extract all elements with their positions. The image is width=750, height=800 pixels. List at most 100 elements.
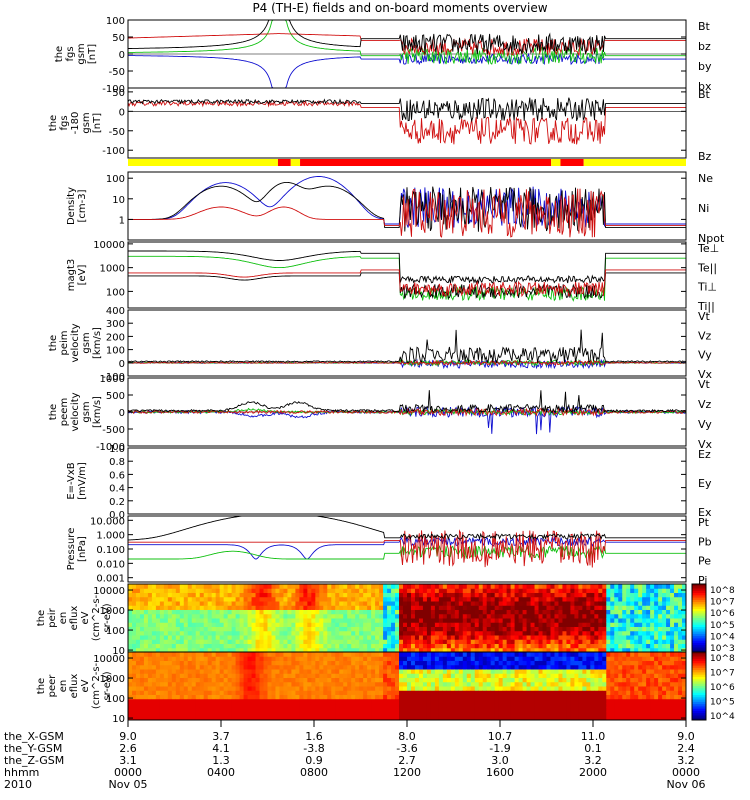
spectrogram-cell bbox=[470, 609, 476, 615]
spectrogram-cell bbox=[434, 711, 440, 717]
spectrogram-cell bbox=[610, 711, 615, 717]
spectrogram-cell bbox=[614, 635, 619, 640]
legend-entry: Bt bbox=[698, 88, 711, 101]
spectrogram-cell bbox=[466, 711, 472, 717]
spectrogram-cell bbox=[430, 605, 436, 610]
spectrogram-cell bbox=[351, 656, 356, 661]
spectrogram-cell bbox=[622, 647, 627, 652]
series-line-by bbox=[128, 20, 686, 66]
spectrogram-cell bbox=[470, 690, 476, 695]
spectrogram-cell bbox=[267, 635, 272, 640]
spectrogram-cell bbox=[558, 626, 563, 632]
spectrogram-cell bbox=[283, 639, 288, 644]
spectrogram-cell bbox=[418, 698, 424, 704]
spectrogram-cell bbox=[151, 656, 157, 661]
spectrogram-cell bbox=[359, 622, 364, 627]
spectrogram-cell bbox=[434, 664, 440, 670]
spectrogram-cell bbox=[203, 681, 209, 687]
spectrogram-cell bbox=[478, 643, 484, 649]
spectrogram-cell bbox=[219, 601, 225, 606]
spectrogram-cell bbox=[658, 596, 663, 602]
spectrogram-cell bbox=[143, 596, 149, 602]
spectrogram-cell bbox=[522, 677, 528, 683]
spectrogram-cell bbox=[518, 609, 524, 615]
spectrogram-cell bbox=[128, 643, 133, 649]
spectrogram-cell bbox=[498, 707, 504, 712]
spectrogram-cell bbox=[327, 694, 332, 700]
colorbar-step bbox=[692, 713, 706, 716]
spectrogram-cell bbox=[255, 592, 261, 598]
spectrogram-cell bbox=[155, 690, 161, 695]
spectrogram-cell bbox=[522, 664, 528, 670]
spectrogram-cell bbox=[586, 592, 591, 598]
spectrogram-cell bbox=[219, 694, 225, 700]
spectrogram-cell bbox=[562, 639, 567, 644]
y-axis-label: magt3 bbox=[66, 259, 77, 292]
spectrogram-cell bbox=[367, 592, 372, 598]
x-axis-value: -1.9 bbox=[489, 742, 510, 755]
spectrogram-cell bbox=[363, 630, 368, 636]
spectrogram-cell bbox=[498, 656, 504, 661]
spectrogram-cell bbox=[387, 635, 392, 640]
spectrogram-cell bbox=[646, 584, 651, 589]
spectrogram-cell bbox=[522, 690, 528, 695]
spectrogram-cell bbox=[211, 588, 217, 593]
spectrogram-cell bbox=[195, 690, 201, 695]
spectrogram-cell bbox=[207, 622, 213, 627]
spectrogram-cell bbox=[323, 605, 328, 610]
spectrogram-cell bbox=[634, 618, 639, 623]
spectrogram-cell bbox=[598, 630, 603, 636]
spectrogram-cell bbox=[303, 669, 308, 674]
spectrogram-cell bbox=[211, 618, 217, 623]
spectrogram-cell bbox=[363, 656, 368, 661]
spectrogram-cell bbox=[578, 686, 583, 691]
spectrogram-cell bbox=[478, 715, 484, 720]
spectrogram-cell bbox=[187, 669, 193, 674]
spectrogram-cell bbox=[558, 660, 563, 666]
spectrogram-cell bbox=[458, 647, 464, 652]
spectrogram-cell bbox=[614, 652, 619, 657]
spectrogram-cell bbox=[562, 630, 567, 636]
spectrogram-cell bbox=[510, 609, 516, 615]
spectrogram-cell bbox=[422, 652, 428, 657]
spectrogram-cell bbox=[211, 601, 217, 606]
spectrogram-cell bbox=[219, 605, 225, 610]
spectrogram-cell bbox=[566, 686, 571, 691]
spectrogram-cell bbox=[426, 588, 432, 593]
spectrogram-cell bbox=[514, 715, 520, 720]
spectrogram-cell bbox=[183, 584, 189, 589]
spectrogram-cell bbox=[414, 626, 420, 632]
spectrogram-cell bbox=[311, 703, 316, 708]
spectrogram-cell bbox=[582, 652, 587, 657]
spectrogram-cell bbox=[618, 652, 623, 657]
spectrogram-cell bbox=[291, 609, 296, 615]
spectrogram-cell bbox=[171, 656, 177, 661]
spectrogram-cell bbox=[550, 652, 555, 657]
spectrogram-cell bbox=[211, 609, 217, 615]
spectrogram-cell bbox=[510, 694, 516, 700]
spectrogram-cell bbox=[179, 592, 185, 598]
spectrogram-cell bbox=[670, 630, 675, 636]
spectrogram-cell bbox=[383, 673, 388, 678]
spectrogram-cell bbox=[542, 681, 547, 687]
spectrogram-cell bbox=[147, 630, 153, 636]
spectrogram-cell bbox=[462, 660, 468, 666]
spectrogram-cell bbox=[638, 656, 643, 661]
spectrogram-cell bbox=[231, 694, 237, 700]
spectrogram-cell bbox=[327, 677, 332, 683]
spectrogram-cell bbox=[602, 626, 607, 632]
spectrogram-cell bbox=[462, 698, 468, 704]
spectrogram-cell bbox=[674, 643, 679, 649]
spectrogram-cell bbox=[586, 677, 591, 683]
spectrogram-cell bbox=[410, 694, 416, 700]
spectrogram-cell bbox=[191, 711, 197, 717]
spectrogram-cell bbox=[323, 596, 328, 602]
y-axis-label: sr-eV) bbox=[102, 603, 113, 632]
spectrogram-cell bbox=[678, 715, 683, 720]
spectrogram-cell bbox=[151, 613, 157, 619]
spectrogram-cell bbox=[187, 605, 193, 610]
spectrogram-cell bbox=[351, 707, 356, 712]
spectrogram-cell bbox=[650, 664, 655, 670]
spectrogram-cell bbox=[606, 609, 611, 615]
spectrogram-cell bbox=[626, 711, 631, 717]
